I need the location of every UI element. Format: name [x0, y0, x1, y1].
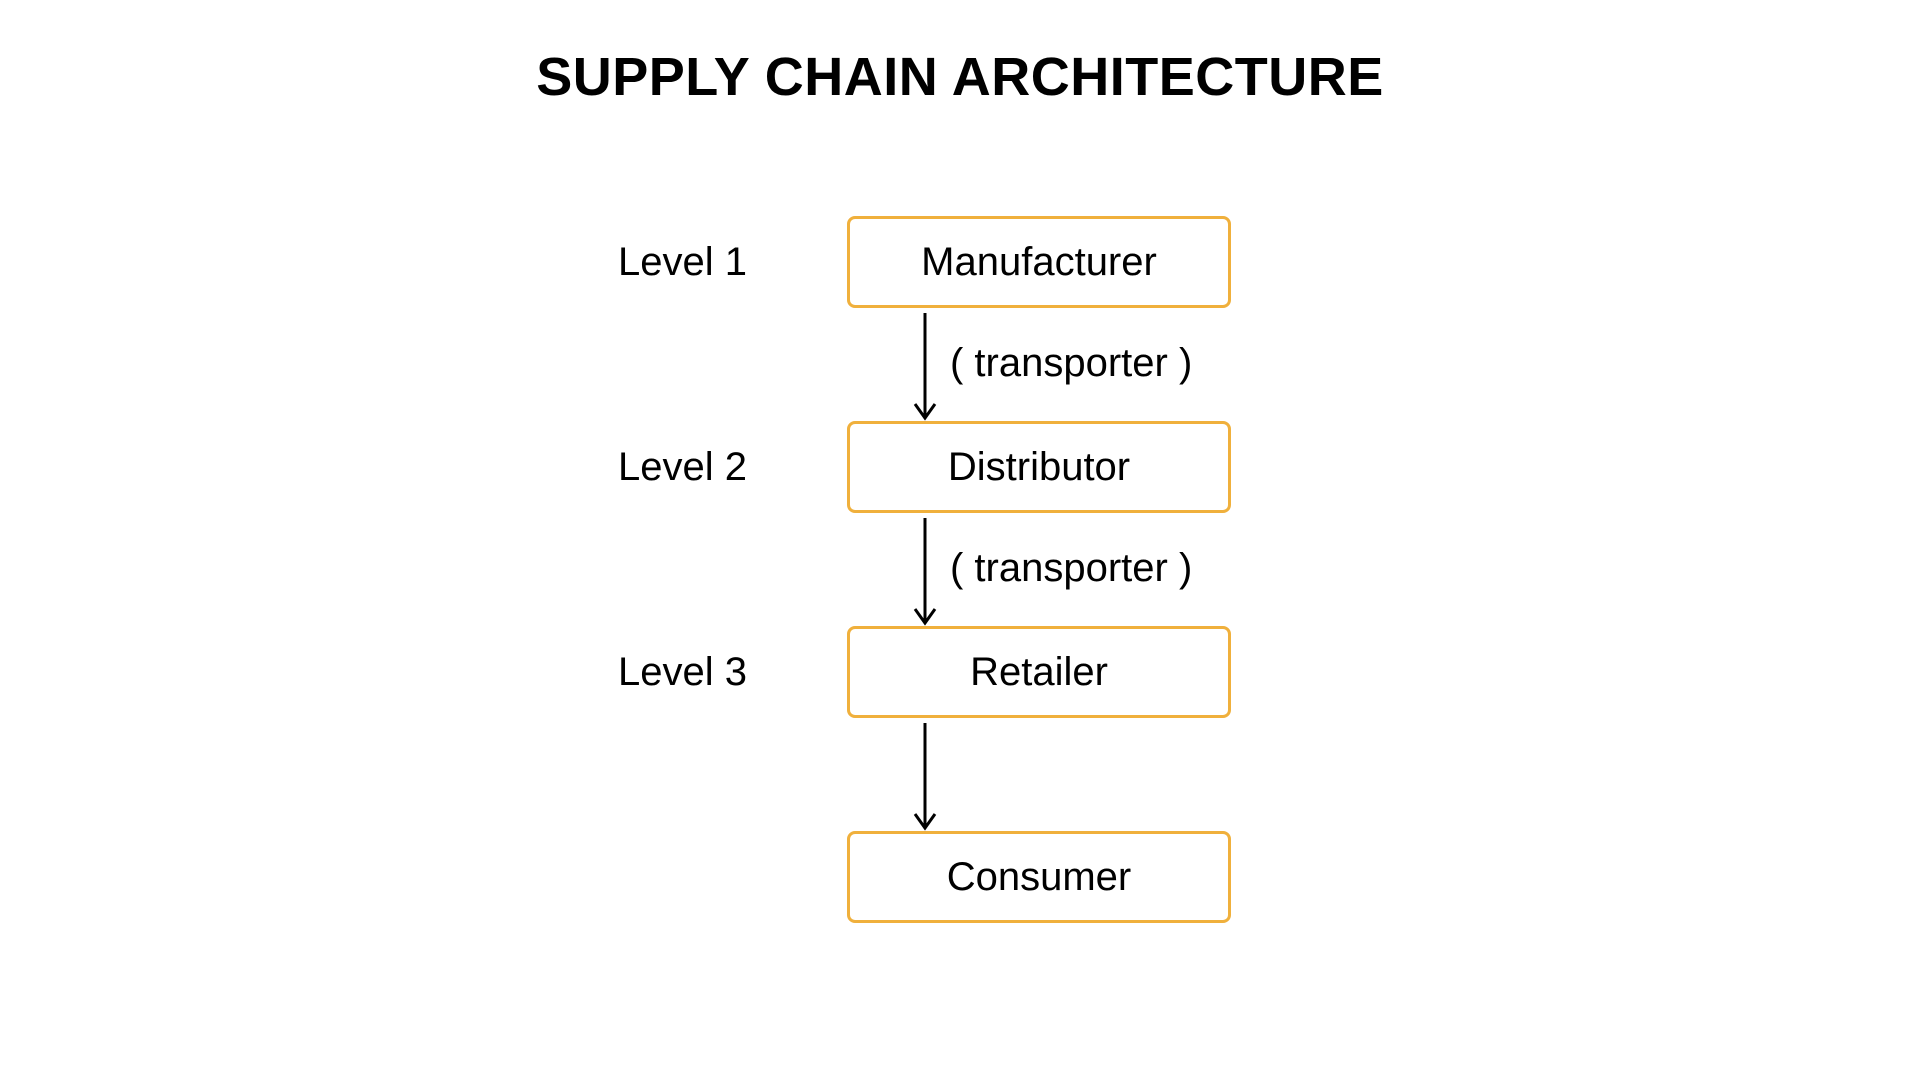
edge-label-transporter-1: ( transporter ) — [950, 341, 1193, 385]
node-distributor: Distributor — [847, 421, 1231, 513]
node-manufacturer: Manufacturer — [847, 216, 1231, 308]
level-2-label: Level 2 — [618, 445, 747, 489]
node-consumer: Consumer — [847, 831, 1231, 923]
level-3-label: Level 3 — [618, 650, 747, 694]
node-retailer: Retailer — [847, 626, 1231, 718]
arrow-manufacturer-to-distributor — [913, 313, 937, 421]
arrow-retailer-to-consumer — [913, 723, 937, 831]
level-1-label: Level 1 — [618, 240, 747, 284]
diagram-title: SUPPLY CHAIN ARCHITECTURE — [536, 47, 1384, 107]
edge-label-transporter-2: ( transporter ) — [950, 546, 1193, 590]
arrow-distributor-to-retailer — [913, 518, 937, 626]
